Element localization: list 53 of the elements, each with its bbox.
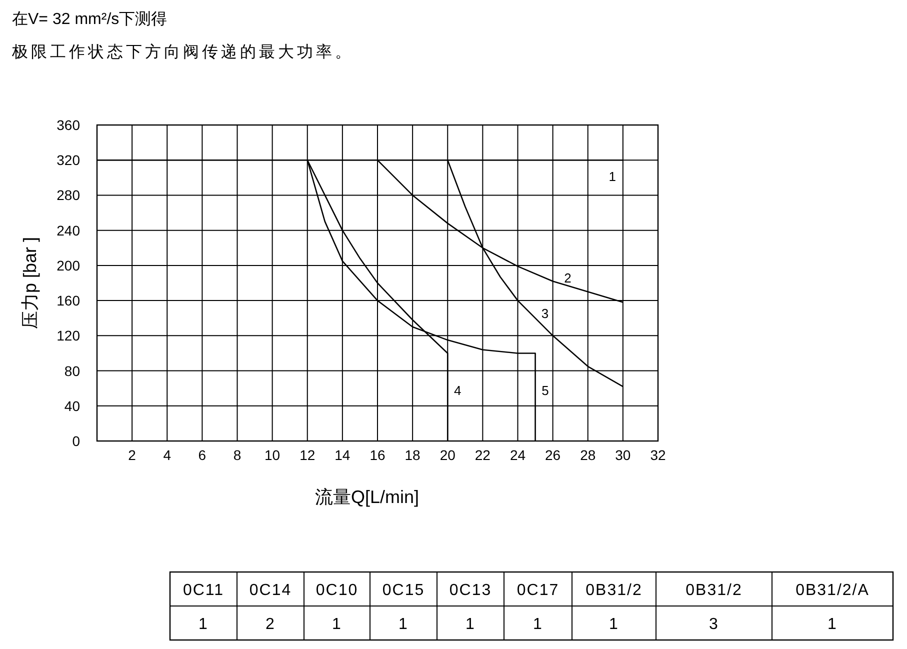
x-axis-title: 流量Q[L/min] [314,487,420,507]
text: 1 [466,616,476,633]
x-tick-label: 28 [580,447,596,463]
x-tick-label: 14 [334,447,350,463]
text: 0B31/2 [586,582,642,599]
text: 1 [533,616,543,633]
y-tick-label: 320 [56,152,80,168]
text: 0C10 [316,582,358,599]
series-label: 4 [454,383,462,398]
text: 2 [266,616,276,633]
y-tick-label: 160 [56,292,80,309]
text: 0C17 [516,582,560,599]
y-tick-label: 0 [72,433,80,449]
y-tick-label: 40 [64,398,80,414]
x-tick-label: 10 [264,447,280,463]
y-tick-label: 80 [64,362,80,379]
x-tick-label: 12 [300,447,316,463]
x-tick-label: 2 [128,447,136,463]
x-tick-label: 6 [198,447,206,463]
x-tick-label: 26 [545,447,561,463]
text: 1 [398,616,408,633]
chart-title: 在V= 32 mm²/s下测得 [12,11,168,28]
x-tick-label: 4 [163,447,172,463]
x-tick-label: 18 [404,447,421,463]
x-tick-label: 16 [370,447,386,463]
series-label: 5 [542,383,549,398]
text: 3 [709,616,719,633]
y-tick-label: 280 [56,187,80,204]
text: 0C14 [249,582,292,599]
text: 0C15 [382,582,425,599]
x-tick-label: 32 [650,447,666,463]
text: 1 [198,616,208,633]
y-tick-label: 200 [56,257,80,274]
series-label: 3 [541,306,549,321]
text: 1 [609,616,619,633]
text: 0C13 [449,582,492,599]
text: 1 [828,616,838,633]
y-axis-title: 压力p [bar ] [20,236,40,330]
x-tick-label: 30 [615,447,631,463]
series-label: 1 [608,169,616,184]
y-tick-label: 240 [56,222,80,238]
series-label: 2 [564,270,572,286]
y-tick-label: 120 [56,328,80,344]
text: 0B31/2 [686,582,742,599]
chart-subtitle: 极限工作状态下方向阀传递的最大功率。 [11,43,354,61]
x-tick-label: 20 [440,447,456,463]
x-tick-label: 22 [474,447,491,463]
text: 0C11 [182,582,224,599]
y-tick-label: 360 [56,117,80,133]
x-tick-label: 24 [510,447,526,463]
text: 1 [332,616,342,633]
text: 0B31/2/A [796,582,870,599]
x-tick-label: 8 [233,447,242,463]
